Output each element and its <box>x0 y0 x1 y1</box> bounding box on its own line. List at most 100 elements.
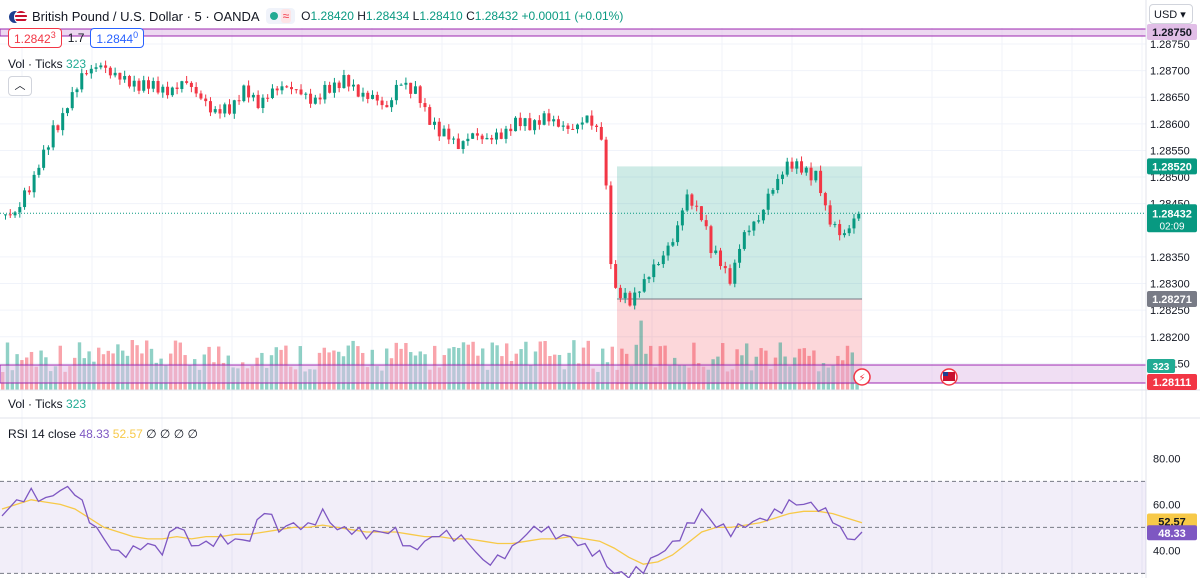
hline-bottom-price-label-bg <box>1147 374 1197 390</box>
candle-body <box>318 97 322 100</box>
candle-body <box>428 107 432 125</box>
candle-body <box>251 94 255 98</box>
candle-body <box>699 206 703 221</box>
candle-body <box>242 85 246 102</box>
candle-body <box>4 214 7 216</box>
candle-body <box>328 84 332 93</box>
volume-bar <box>639 320 643 390</box>
candle-body <box>32 174 36 193</box>
candle-body <box>547 113 551 122</box>
candle-body <box>175 87 179 89</box>
candle-body <box>695 205 699 207</box>
candle-body <box>842 233 846 236</box>
market-status[interactable]: ≈ <box>265 8 296 24</box>
candle-body <box>27 190 31 193</box>
candle-body <box>523 118 527 127</box>
candle-body <box>471 133 475 139</box>
candle-body <box>309 93 313 104</box>
candle-body <box>46 147 50 150</box>
candle-body <box>228 104 232 114</box>
price-axis-tick: 1.28350 <box>1150 252 1190 264</box>
candle-body <box>433 121 436 125</box>
sell-button[interactable]: 1.28423 <box>8 28 62 48</box>
candle-body <box>323 84 327 100</box>
lightning-glyph: ⚡ <box>858 373 865 384</box>
candle-body <box>690 194 694 206</box>
candle-body <box>104 65 108 68</box>
buy-button[interactable]: 1.28440 <box>90 28 145 48</box>
candle-body <box>599 126 603 140</box>
candle-body <box>590 115 594 126</box>
candle-body <box>137 80 141 91</box>
candle-body <box>785 161 789 175</box>
candle-body <box>490 137 494 140</box>
candle-body <box>313 97 317 104</box>
rsi-axis-tick: 60.00 <box>1153 499 1181 511</box>
candle-body <box>518 117 522 127</box>
candle-body <box>661 255 665 265</box>
ohlc-values: O1.28420 H1.28434 L1.28410 C1.28432 +0.0… <box>301 9 624 23</box>
candle-body <box>399 84 403 86</box>
candle-body <box>442 128 446 137</box>
candle-body <box>633 292 637 306</box>
candle-body <box>356 84 360 97</box>
entry-price-label-bg <box>1147 290 1197 307</box>
candle-body <box>80 73 84 90</box>
candle-body <box>232 100 236 114</box>
candle-body <box>65 108 69 114</box>
candle-body <box>218 109 222 114</box>
candle-body <box>499 132 503 139</box>
candle-body <box>752 221 756 231</box>
collapse-button[interactable]: ︿ <box>8 76 32 96</box>
candle-body <box>280 86 284 91</box>
bid-ask-panel: 1.28423 1.7 1.28440 <box>8 28 145 48</box>
candle-body <box>247 85 251 98</box>
candle-body <box>537 120 541 125</box>
entry-price-label: 1.28271 <box>1152 294 1192 306</box>
rsi-axis-tick: 80.00 <box>1153 453 1181 465</box>
candle-body <box>385 105 389 108</box>
symbol-title[interactable]: British Pound / U.S. Dollar · 5 · OANDA <box>32 8 260 24</box>
candle-body <box>37 167 41 175</box>
candle-body <box>89 68 93 74</box>
candle-body <box>604 139 608 186</box>
candle-body <box>509 128 513 132</box>
candle-body <box>618 287 622 299</box>
candle-body <box>351 84 355 87</box>
rsi-ma-label-bg <box>1147 513 1197 529</box>
candle-body <box>256 94 260 109</box>
candle-body <box>166 86 170 96</box>
candle-body <box>199 93 203 99</box>
candle-body <box>556 119 560 127</box>
hline-top-price-label: 1.28750 <box>1152 27 1192 39</box>
candle-body <box>275 88 279 91</box>
chart-legend-header: British Pound / U.S. Dollar · 5 · OANDA … <box>8 6 623 26</box>
candle-body <box>757 220 761 222</box>
currency-select[interactable]: USD ▾ <box>1149 4 1193 24</box>
volume-legend-top: Vol · Ticks 323 <box>8 57 87 71</box>
price-axis-tick: 1.28700 <box>1150 66 1190 78</box>
candle-body <box>614 264 618 288</box>
candle-body <box>299 89 303 95</box>
price-axis-tick: 1.28550 <box>1150 145 1190 157</box>
candle-body <box>123 76 127 80</box>
candle-body <box>113 72 117 76</box>
candle-body <box>766 193 770 210</box>
candle-body <box>628 292 632 306</box>
lightning-event-icon <box>853 368 871 386</box>
price-axis-tick: 1.28250 <box>1150 305 1190 317</box>
candle-body <box>142 80 146 91</box>
candle-body <box>761 209 765 221</box>
candle-body <box>456 138 460 150</box>
candle-body <box>185 81 189 83</box>
candle-body <box>747 230 751 233</box>
candle-body <box>709 226 713 254</box>
volume-legend-bottom: Vol · Ticks 323 <box>8 397 87 411</box>
candle-body <box>666 245 670 256</box>
candle-body <box>809 167 813 181</box>
candle-body <box>823 193 827 206</box>
price-axis-tick: 1.28500 <box>1150 172 1190 184</box>
candle-body <box>294 89 298 91</box>
candle-body <box>800 161 804 173</box>
